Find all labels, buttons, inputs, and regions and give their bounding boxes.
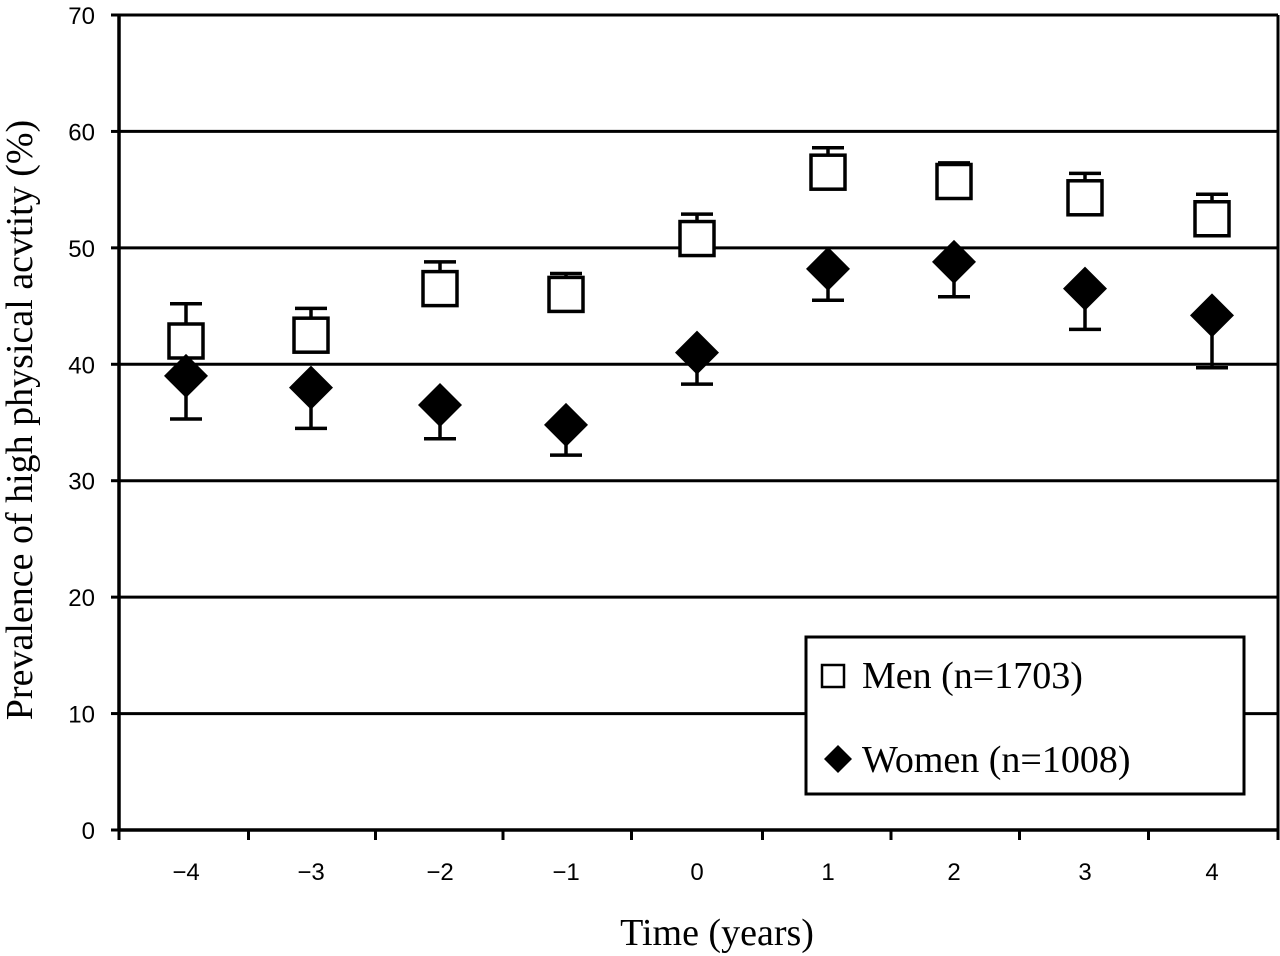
legend-men-label: Men (n=1703) (862, 655, 1083, 697)
women-data-point (932, 239, 976, 284)
y-tick-label: 70 (68, 3, 95, 30)
legend-women-marker-icon (824, 745, 852, 773)
men-data-point (167, 322, 205, 360)
men-data-point (421, 269, 459, 308)
women-data-point (289, 365, 333, 410)
men-data-point (292, 316, 330, 354)
women-data-point (164, 353, 208, 398)
x-tick-label: −1 (552, 859, 579, 886)
tick-labels: 0 10 20 30 40 50 60 70 −4 −3 −2 −1 0 1 2 3 4 (68, 3, 1218, 886)
men-series (167, 145, 1231, 360)
x-axis-title: Time (years) (620, 912, 814, 954)
x-tick-label: −3 (297, 859, 324, 886)
legend: Men (n=1703) Women (n=1008) (804, 635, 1246, 796)
y-tick-label: 30 (68, 469, 95, 496)
y-tick-label: 10 (68, 702, 95, 729)
women-data-point (544, 402, 588, 447)
x-tick-label: 1 (821, 859, 834, 886)
men-data-point (935, 162, 973, 201)
women-data-point (1063, 266, 1107, 311)
x-tick-label: −4 (172, 859, 199, 886)
women-data-point (1190, 293, 1234, 338)
men-data-point (678, 219, 716, 258)
x-tick-label: 2 (947, 859, 960, 886)
axes (111, 13, 1280, 840)
x-tick-label: 4 (1205, 859, 1218, 886)
y-tick-label: 50 (68, 236, 95, 263)
data-series (164, 145, 1234, 457)
women-data-point (418, 383, 462, 428)
legend-men-marker-icon (820, 663, 846, 689)
women-series (164, 239, 1234, 457)
legend-women-label: Women (n=1008) (862, 739, 1131, 781)
x-tick-label: 0 (690, 859, 703, 886)
men-data-point (547, 275, 585, 314)
men-data-point (1193, 200, 1231, 238)
legend-box (804, 635, 1246, 796)
men-data-point (809, 153, 847, 191)
women-data-point (806, 246, 850, 291)
y-tick-label: 60 (68, 119, 95, 146)
y-tick-label: 40 (68, 352, 95, 379)
y-tick-label: 20 (68, 585, 95, 612)
x-tick-label: 3 (1078, 859, 1091, 886)
x-tick-label: −2 (426, 859, 453, 886)
women-data-point (675, 330, 719, 375)
y-axis-title: Prevalence of high physical acvtity (%) (0, 120, 41, 720)
y-tick-label: 0 (82, 818, 95, 845)
men-data-point (1066, 179, 1104, 217)
